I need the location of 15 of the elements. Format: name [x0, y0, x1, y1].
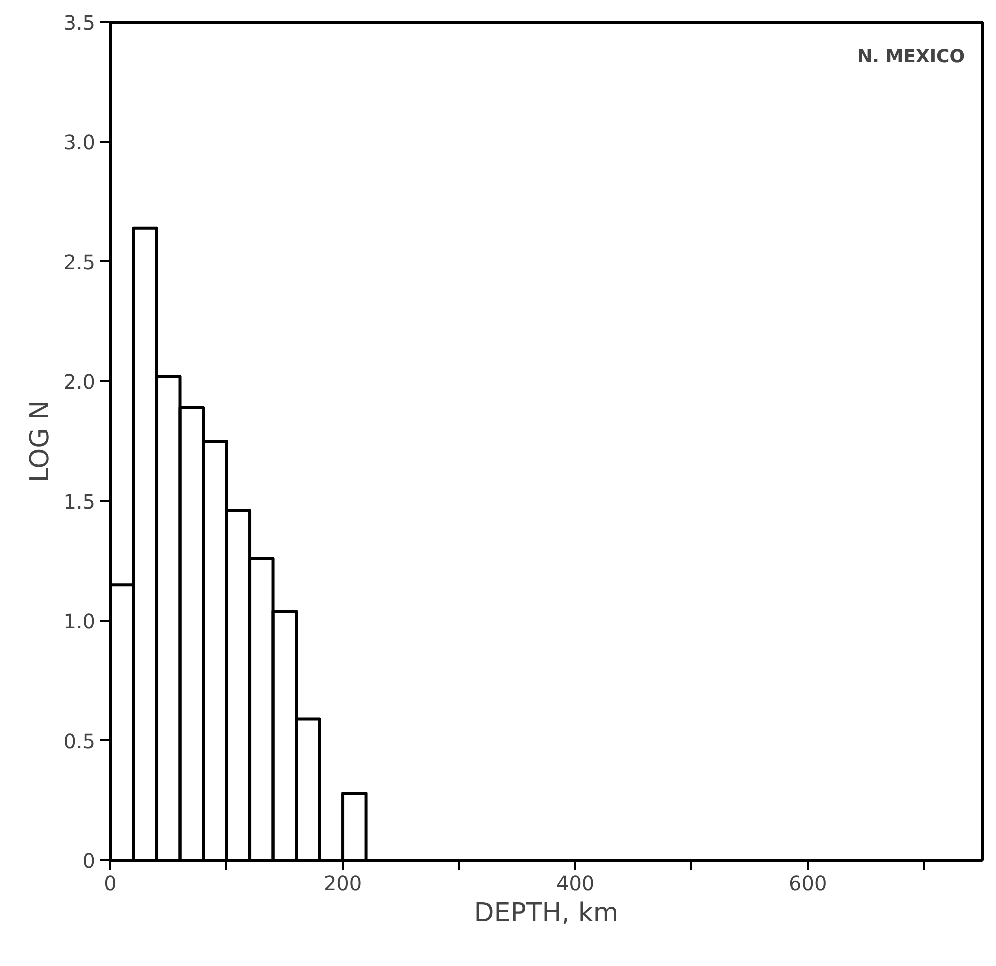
x-tick-label: 400 — [556, 872, 595, 896]
y-tick-label: 3.0 — [64, 130, 96, 155]
annotation: N. MEXICO — [858, 46, 966, 68]
x-tick-label: 200 — [324, 872, 362, 896]
x-tick-label: 600 — [789, 872, 828, 896]
x-axis-title: DEPTH, km — [474, 898, 619, 928]
y-axis-title: LOG N — [26, 400, 56, 482]
y-tick-label: 0.5 — [64, 729, 96, 754]
y-tick-label: 3.5 — [64, 11, 96, 35]
x-tick-label: 0 — [104, 872, 117, 896]
y-tick-label: 1.5 — [64, 490, 96, 514]
y-tick-label: 1.0 — [64, 610, 96, 634]
y-tick-label: 0 — [82, 849, 96, 873]
y-tick-label: 2.5 — [64, 250, 96, 274]
y-tick-label: 2.0 — [64, 370, 96, 394]
